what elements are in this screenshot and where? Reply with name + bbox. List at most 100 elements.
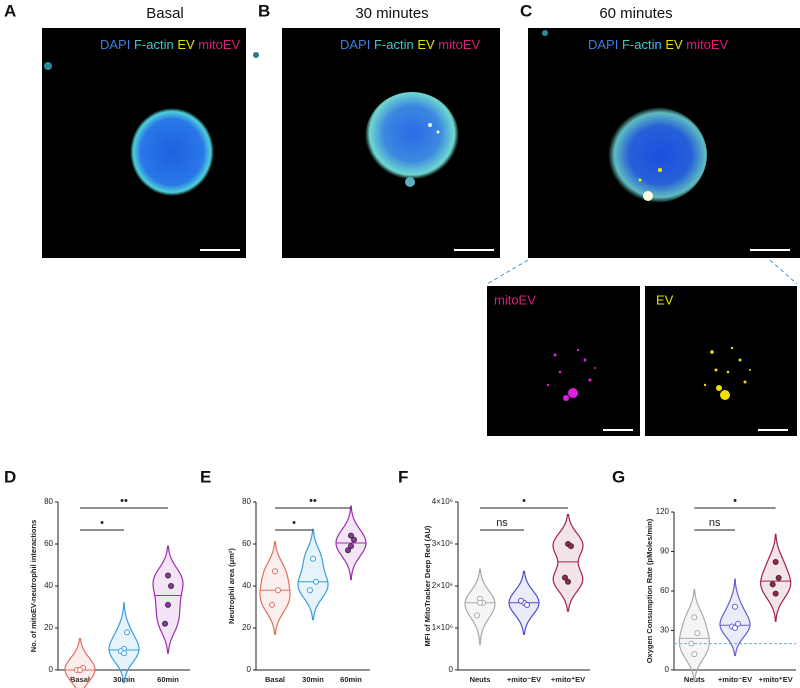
data-point bbox=[775, 574, 782, 581]
x-tick-label: 30min bbox=[302, 675, 324, 684]
data-point bbox=[518, 597, 524, 604]
violin bbox=[552, 514, 584, 612]
x-tick-label: +mito⁻EV bbox=[718, 675, 752, 684]
x-tick-label: Basal bbox=[265, 675, 285, 684]
x-tick-label: Neuts bbox=[470, 675, 491, 684]
y-tick-label: 80 bbox=[44, 497, 53, 506]
panel-letter: D bbox=[4, 467, 16, 486]
data-point bbox=[691, 651, 698, 658]
panel-title: 30 minutes bbox=[355, 5, 428, 22]
x-tick-label: 60min bbox=[157, 675, 179, 684]
data-point bbox=[275, 587, 281, 594]
x-tick-label: +mito⁺EV bbox=[759, 675, 793, 684]
x-tick-label: Basal bbox=[70, 675, 90, 684]
x-tick-label: +mito⁺EV bbox=[551, 675, 585, 684]
violin bbox=[678, 589, 710, 683]
significance-label: ns bbox=[709, 517, 721, 529]
violin bbox=[297, 528, 329, 621]
data-point bbox=[310, 555, 316, 562]
inset-mitoev: mitoEV bbox=[487, 286, 640, 436]
y-tick-label: 20 bbox=[242, 623, 251, 632]
data-point bbox=[568, 543, 574, 550]
y-tick-label: 0 bbox=[665, 665, 670, 674]
data-point bbox=[772, 559, 779, 566]
significance-label: ns bbox=[496, 517, 508, 529]
zoom-line bbox=[486, 259, 529, 285]
data-point bbox=[732, 624, 738, 631]
significance-label: •• bbox=[309, 495, 317, 507]
data-point bbox=[165, 601, 171, 608]
panel-letter: G bbox=[612, 467, 625, 486]
y-tick-label: 60 bbox=[242, 539, 251, 548]
data-point bbox=[124, 629, 130, 636]
y-axis-label: No. of mitoEV-neutrophil interactions bbox=[29, 520, 38, 653]
data-point bbox=[307, 587, 313, 594]
y-tick-label: 0 bbox=[247, 665, 252, 674]
significance-label: • bbox=[522, 495, 526, 507]
data-point bbox=[694, 630, 701, 637]
data-point bbox=[772, 590, 779, 597]
image-panel-c: C 60 minutes DAPI F-actin EV mitoEV bbox=[486, 1, 800, 285]
significance-label: • bbox=[733, 495, 737, 507]
y-tick-label: 4×10⁶ bbox=[432, 497, 453, 506]
data-point bbox=[77, 667, 83, 673]
y-tick-label: 40 bbox=[242, 581, 251, 590]
channel-legend: DAPI F-actin EV mitoEV bbox=[340, 37, 481, 52]
data-point bbox=[732, 603, 738, 610]
data-point bbox=[477, 599, 483, 606]
cell bbox=[603, 107, 707, 203]
panel-letter: A bbox=[4, 1, 16, 20]
cell bbox=[365, 92, 459, 184]
data-point bbox=[165, 572, 171, 579]
data-point bbox=[348, 543, 354, 550]
panel-letter: C bbox=[520, 1, 532, 20]
y-axis-label: Oxygen Consumption Rate (pMoles/min) bbox=[645, 518, 654, 663]
y-tick-label: 30 bbox=[660, 626, 669, 635]
inset-ev: EV bbox=[645, 286, 797, 436]
data-point bbox=[272, 568, 278, 575]
x-tick-label: 60min bbox=[340, 675, 362, 684]
y-tick-label: 60 bbox=[44, 539, 53, 548]
significance-label: •• bbox=[120, 495, 128, 507]
y-tick-label: 120 bbox=[656, 507, 670, 516]
data-point bbox=[168, 583, 174, 589]
data-point bbox=[474, 612, 480, 619]
y-tick-label: 3×10⁶ bbox=[432, 539, 453, 548]
y-tick-label: 0 bbox=[449, 665, 454, 674]
y-tick-label: 60 bbox=[660, 586, 669, 595]
y-axis-label: Neutrophil area (μm²) bbox=[227, 548, 236, 624]
micrograph bbox=[645, 286, 797, 436]
y-tick-label: 0 bbox=[49, 665, 54, 674]
violin bbox=[152, 545, 184, 654]
channel-legend: DAPI F-actin EV mitoEV bbox=[588, 37, 729, 52]
data-point bbox=[769, 581, 776, 588]
violin bbox=[259, 541, 291, 635]
violin bbox=[64, 637, 96, 688]
panel-letter: E bbox=[200, 467, 211, 486]
micrograph bbox=[487, 286, 640, 436]
y-tick-label: 20 bbox=[44, 623, 53, 632]
data-point bbox=[688, 640, 695, 647]
data-point bbox=[121, 650, 127, 657]
data-point bbox=[162, 620, 168, 627]
channel-legend: DAPI F-actin EV mitoEV bbox=[100, 37, 241, 52]
cell bbox=[130, 108, 214, 196]
x-tick-label: +mito⁻EV bbox=[507, 675, 541, 684]
inset-title: EV bbox=[656, 292, 674, 307]
y-tick-label: 80 bbox=[242, 497, 251, 506]
data-point bbox=[562, 574, 568, 581]
data-point bbox=[313, 578, 319, 585]
data-point bbox=[345, 547, 351, 554]
data-point bbox=[524, 601, 530, 608]
panel-title: 60 minutes bbox=[599, 5, 672, 22]
data-point bbox=[691, 614, 698, 621]
data-point bbox=[269, 601, 275, 608]
y-tick-label: 1×10⁶ bbox=[432, 623, 453, 632]
data-point bbox=[351, 536, 357, 543]
panel-title: Basal bbox=[146, 5, 184, 22]
image-panel-a: A Basal DAPI F-actin EV mitoEV bbox=[4, 1, 259, 258]
violin bbox=[464, 568, 496, 646]
inset-title: mitoEV bbox=[494, 292, 536, 307]
y-tick-label: 90 bbox=[660, 547, 669, 556]
